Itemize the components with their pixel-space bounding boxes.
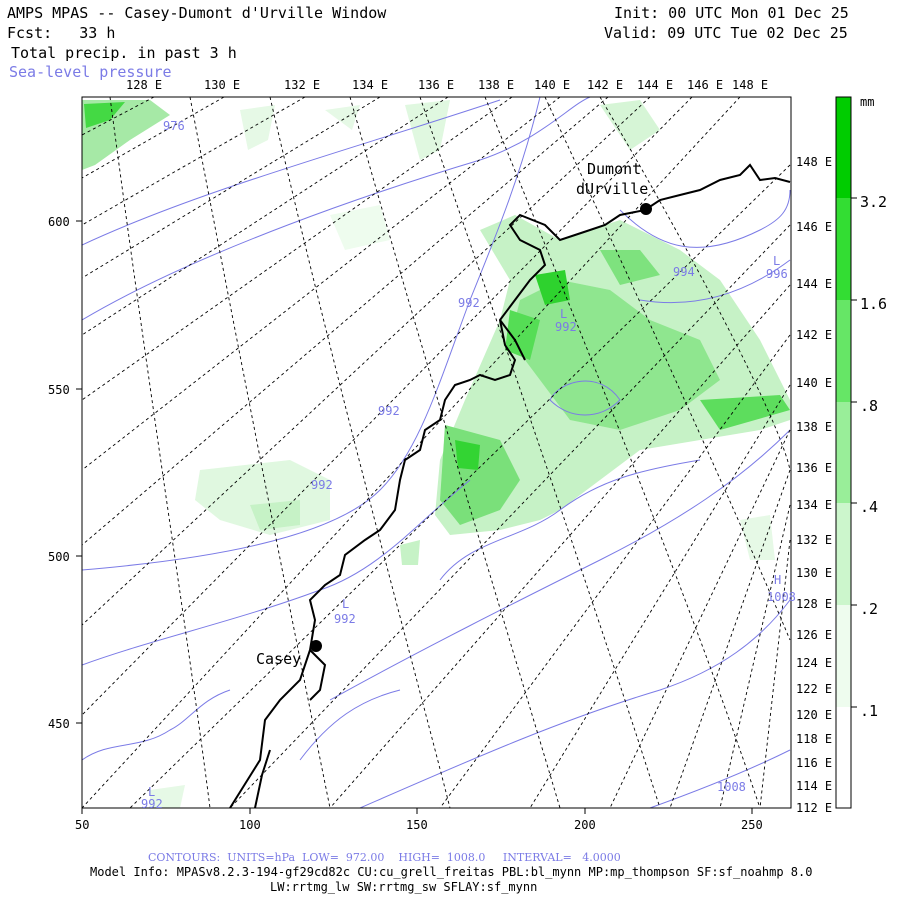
legend-level: .8: [860, 397, 878, 415]
forecast-hour: Fcst: 33 h: [7, 24, 116, 42]
axis-ticks: [76, 220, 753, 814]
legend-swatch: [836, 300, 851, 402]
y-axis-label: 550: [48, 383, 70, 397]
lon-label: 132 E: [796, 533, 832, 547]
lon-label: 128 E: [796, 597, 832, 611]
y-axis-label: 450: [48, 717, 70, 731]
contour-field-name: Sea-level pressure: [9, 63, 172, 81]
lon-label: 148 E: [732, 78, 768, 92]
map-frame: [81, 96, 792, 809]
contour-label: 992: [334, 612, 356, 626]
y-axis-label: 600: [48, 215, 70, 229]
contour-label-hidden: 992: [0, 0, 2, 1]
y-axis-label: 500: [48, 550, 70, 564]
contours-info: CONTOURS: UNITS=hPa LOW= 972.00 HIGH= 10…: [148, 851, 621, 864]
lon-label: 136 E: [418, 78, 454, 92]
legend-swatch: [836, 707, 851, 808]
x-axis-label: 50: [75, 818, 89, 832]
station-names: Dumont dUrville Casey: [256, 160, 648, 668]
lon-label: 118 E: [796, 732, 832, 746]
lon-label: 148 E: [796, 155, 832, 169]
pressure-mark: L: [773, 254, 780, 268]
lon-label: 144 E: [796, 277, 832, 291]
lon-label: 134 E: [796, 498, 832, 512]
contour-label: 992: [458, 296, 480, 310]
station-marker-casey: [310, 640, 322, 652]
lon-label: 114 E: [796, 779, 832, 793]
x-axis-label: 250: [741, 818, 763, 832]
legend-swatch: [836, 97, 851, 198]
lon-label: 130 E: [796, 566, 832, 580]
lon-label: 142 E: [587, 78, 623, 92]
lon-label: 124 E: [796, 656, 832, 670]
station-marker-dumont: [640, 203, 652, 215]
legend-level: 3.2: [860, 193, 887, 211]
legend-level: .2: [860, 600, 878, 618]
top-lon-labels: 128 E 130 E 132 E 134 E 136 E 138 E 140 …: [126, 78, 768, 92]
x-axis-label: 100: [239, 818, 261, 832]
init-time: Init: 00 UTC Mon 01 Dec 25: [614, 4, 849, 22]
station-name-casey: Casey: [256, 650, 301, 668]
lon-label: 132 E: [284, 78, 320, 92]
legend-swatch: [836, 605, 851, 707]
precip-shading: [82, 100, 790, 808]
contour-label: 992: [141, 797, 163, 811]
station-name-dumont-1: Dumont: [587, 160, 641, 178]
lon-label: 138 E: [478, 78, 514, 92]
lon-label: 112 E: [796, 801, 832, 815]
lon-label: 140 E: [534, 78, 570, 92]
lon-label: 136 E: [796, 461, 832, 475]
legend-level: .1: [860, 702, 878, 720]
model-info: Model Info: MPASv8.2.3-194-gf29cd82c CU:…: [90, 865, 813, 879]
field-name: Total precip. in past 3 h: [11, 44, 237, 62]
contour-label: 1008: [767, 590, 796, 604]
contour-label: 996: [766, 267, 788, 281]
lon-label: 128 E: [126, 78, 162, 92]
lon-label: 130 E: [204, 78, 240, 92]
legend-unit: mm: [860, 95, 874, 109]
pressure-mark: L: [560, 307, 567, 321]
lon-label: 146 E: [796, 220, 832, 234]
station-name-dumont-2: dUrville: [576, 180, 648, 198]
map-area: [82, 97, 791, 808]
lon-label: 142 E: [796, 328, 832, 342]
legend-level: .4: [860, 498, 878, 516]
map-title: AMPS MPAS -- Casey-Dumont d'Urville Wind…: [7, 4, 387, 22]
lon-label: 122 E: [796, 682, 832, 696]
x-axis-label: 200: [574, 818, 596, 832]
lon-label: 116 E: [796, 756, 832, 770]
latlon-grid: [82, 97, 791, 808]
pressure-mark: H: [774, 573, 781, 587]
lon-label: 146 E: [687, 78, 723, 92]
pressure-mark: L: [148, 785, 155, 799]
contour-labels: 976 992 992 992 992 992 994 996 992 1008…: [141, 119, 796, 811]
contour-label: 992: [311, 478, 333, 492]
lon-label: 144 E: [637, 78, 673, 92]
lon-label: 138 E: [796, 420, 832, 434]
legend-swatch: [836, 402, 851, 503]
contour-label: 976: [163, 119, 185, 133]
right-lon-labels: 148 E 146 E 144 E 142 E 140 E 138 E 136 …: [796, 155, 832, 815]
legend-swatch: [836, 503, 851, 605]
contour-label: 994: [673, 265, 695, 279]
grid-axis-labels: 50 100 150 200 250 600 550 500 450: [48, 215, 763, 832]
lon-label: 140 E: [796, 376, 832, 390]
legend-colorbar: [835, 96, 857, 809]
x-axis-label: 150: [406, 818, 428, 832]
legend-swatch: [836, 198, 851, 300]
lon-label: 120 E: [796, 708, 832, 722]
model-info-2: LW:rrtmg_lw SW:rrtmg_sw SFLAY:sf_mynn: [270, 880, 538, 894]
pressure-mark: L: [342, 597, 349, 611]
legend-level: 1.6: [860, 295, 887, 313]
valid-time: Valid: 09 UTC Tue 02 Dec 25: [604, 24, 848, 42]
contour-label: 1008: [717, 780, 746, 794]
contour-label: 992: [378, 404, 400, 418]
contour-label: 992: [555, 320, 577, 334]
lon-label: 126 E: [796, 628, 832, 642]
coastline: [229, 163, 791, 808]
lon-label: 134 E: [352, 78, 388, 92]
slp-contours: [82, 97, 791, 808]
